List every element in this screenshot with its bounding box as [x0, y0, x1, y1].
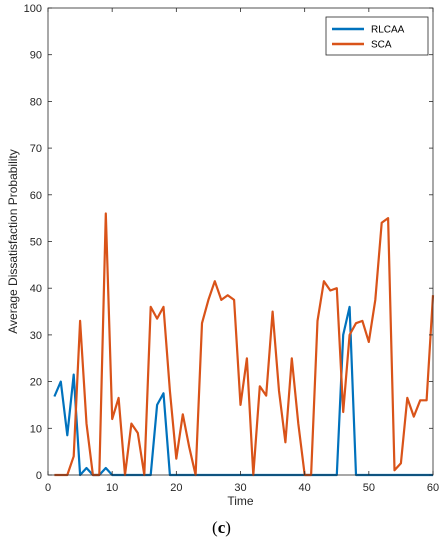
- y-tick-label: 10: [30, 423, 42, 435]
- series-points-sca: [54, 213, 434, 476]
- x-tick-label: 30: [234, 482, 246, 494]
- y-tick-label: 60: [30, 190, 42, 202]
- panel-label-open: (: [212, 518, 218, 537]
- y-tick-label: 30: [30, 330, 42, 342]
- y-tick-label: 90: [30, 50, 42, 62]
- panel-label-letter: c: [217, 518, 226, 537]
- y-tick-label: 80: [30, 96, 42, 108]
- y-tick-label: 0: [36, 470, 42, 482]
- series-line-sca: [54, 212, 435, 477]
- legend-label-sca: SCA: [371, 40, 392, 51]
- legend-label-rlcaa: RLCAA: [371, 25, 405, 36]
- x-axis-label: Time: [227, 494, 254, 508]
- panel-label: (c): [0, 518, 443, 538]
- tick-layer: 0 10 20 30 40 50 60 0 10 20 30 40 50 60 70 80 90 100: [24, 3, 439, 494]
- y-tick-label: 100: [24, 3, 42, 15]
- x-tick-label: 50: [363, 482, 375, 494]
- x-tick-label: 10: [106, 482, 118, 494]
- x-tick-label: 60: [427, 482, 439, 494]
- x-tick-label: 40: [299, 482, 311, 494]
- legend: RLCAA SCA: [325, 16, 429, 56]
- y-tick-label: 40: [30, 283, 42, 295]
- panel-label-close: ): [225, 518, 231, 537]
- y-tick-label: 50: [30, 237, 42, 249]
- y-tick-label: 20: [30, 377, 42, 389]
- legend-box: [325, 16, 429, 56]
- y-axis-label: Average Dissatisfaction Probability: [6, 149, 20, 334]
- y-tick-label: 70: [30, 143, 42, 155]
- x-tick-label: 0: [45, 482, 51, 494]
- line-chart: 0 10 20 30 40 50 60 0 10 20 30 40 50 60 70 80 90 100 Time…: [6, 3, 439, 508]
- x-tick-label: 20: [170, 482, 182, 494]
